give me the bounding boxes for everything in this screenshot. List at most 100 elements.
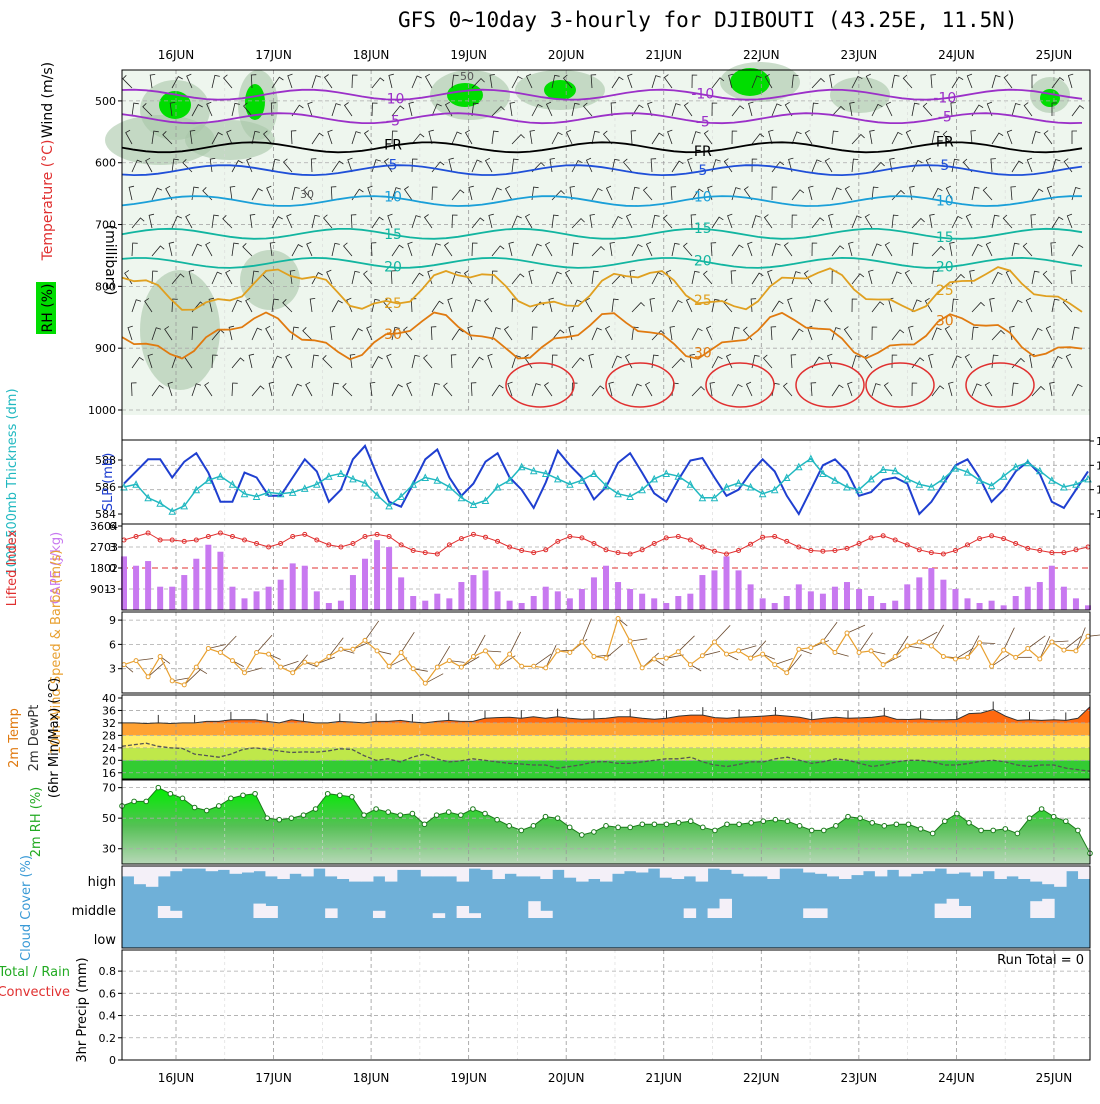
isotherm-label: 15	[936, 230, 954, 246]
date-label-bottom: 19JUN	[450, 1071, 487, 1085]
rh-point	[979, 828, 984, 833]
rh-point	[241, 793, 246, 798]
wind-speed-point	[990, 664, 994, 668]
cape-bar	[254, 591, 260, 610]
rh-point	[301, 813, 306, 818]
temp-band	[122, 723, 1090, 735]
pressure-axis-label: (millibars)	[102, 225, 118, 296]
rh-point	[567, 825, 572, 830]
wind-speed-point	[725, 652, 729, 656]
wind-speed-point	[1038, 657, 1042, 661]
date-label-top: 22JUN	[743, 48, 780, 62]
wind-speed-point	[1026, 646, 1030, 650]
cape-bar	[302, 566, 308, 610]
tick-label: 1000	[1096, 508, 1100, 521]
cloud-high-gap	[588, 866, 600, 879]
date-label-top: 16JUN	[158, 48, 195, 62]
isotherm-label: -10	[382, 92, 405, 108]
cape-bar	[446, 598, 452, 610]
rh-point	[991, 828, 996, 833]
cloud-high-gap	[1066, 866, 1078, 871]
cloud-high-gap	[409, 866, 421, 870]
lifted-index-axis-label: Lifted Index	[5, 529, 20, 606]
rh-point	[761, 819, 766, 824]
cape-bar	[808, 591, 814, 610]
wind-speed-point	[809, 646, 813, 650]
cape-bar	[940, 580, 946, 610]
surface-wind-barb	[968, 636, 980, 658]
cape-bar	[651, 598, 657, 610]
wind-speed-point	[821, 639, 825, 643]
cape-bar	[675, 596, 681, 610]
rh-point	[858, 816, 863, 821]
cloud-high-gap	[552, 866, 564, 870]
cloud-high-gap	[1018, 866, 1030, 879]
cape-bar	[278, 580, 284, 610]
cloud-middle-gap	[720, 899, 732, 918]
cloud-high-gap	[887, 866, 899, 870]
cape-bar	[386, 547, 392, 610]
cape-bar	[591, 577, 597, 610]
wind-speed-point	[580, 640, 584, 644]
cape-bar	[880, 603, 886, 610]
wind-speed-point	[267, 652, 271, 656]
rh-point	[955, 811, 960, 816]
cape-bar	[470, 575, 476, 610]
cape-bar	[338, 601, 344, 610]
cape-bar	[796, 584, 802, 610]
cloud-high-gap	[720, 866, 732, 870]
wind-speed-point	[387, 664, 391, 668]
precip-axis-label: 3hr Precip (mm)	[75, 957, 90, 1062]
rh-point	[374, 807, 379, 812]
cloud-high-gap	[337, 866, 349, 879]
isotherm-label: 5	[698, 163, 707, 179]
wind-axis-label: Wind (m/s)	[40, 62, 56, 138]
wind-speed-point	[773, 663, 777, 667]
rh-2m-axis-label: 2m RH (%)	[29, 787, 44, 858]
date-label-bottom: 24JUN	[938, 1071, 975, 1085]
rh-point	[834, 824, 839, 829]
run-total-annotation: Run Total = 0	[997, 953, 1084, 968]
cloud-high-gap	[672, 866, 684, 879]
rh-point	[265, 816, 270, 821]
cape-bar	[145, 561, 151, 610]
cape-bar	[904, 584, 910, 610]
rh-point	[362, 813, 367, 818]
surface-wind-barb	[630, 639, 647, 641]
cape-bar	[615, 582, 621, 610]
cloud-high-gap	[170, 866, 182, 871]
cloud-high-gap	[528, 866, 540, 876]
rh-axis-label: RH (%)	[40, 284, 56, 333]
wind-speed-point	[978, 641, 982, 645]
date-label-bottom: 18JUN	[353, 1071, 390, 1085]
surface-wind-barb	[365, 621, 379, 641]
wind-speed-point	[158, 655, 162, 659]
cloud-high-gap	[911, 866, 923, 874]
wind-speed-point	[218, 651, 222, 655]
cloud-high-gap	[253, 866, 265, 871]
cape-bar	[374, 540, 380, 610]
rh-point	[580, 833, 585, 838]
isotherm-label: 20	[694, 253, 712, 269]
tick-label: 0.6	[99, 987, 117, 1000]
isotherm-label: 5	[389, 157, 398, 173]
isotherm-label: 30	[694, 346, 712, 362]
rh-point	[749, 820, 754, 825]
cape-bar	[193, 559, 199, 610]
rh-point	[1015, 831, 1020, 836]
wind-speed-point	[447, 659, 451, 663]
date-label-top: 18JUN	[353, 48, 390, 62]
rh-point	[870, 820, 875, 825]
cape-tick-label: 3604	[90, 520, 118, 533]
cape-bar	[772, 603, 778, 610]
cloud-middle-gap	[1042, 899, 1054, 918]
surface-wind-barb	[184, 669, 200, 685]
cloud-high-gap	[242, 866, 254, 873]
rh-point	[434, 813, 439, 818]
cape-tick-label: 2703	[90, 541, 118, 554]
surface-wind-barb	[401, 632, 414, 652]
date-label-bottom: 17JUN	[255, 1071, 292, 1085]
cape-bar	[916, 577, 922, 610]
cloud-high-gap	[696, 866, 708, 882]
wind-speed-point	[568, 651, 572, 655]
